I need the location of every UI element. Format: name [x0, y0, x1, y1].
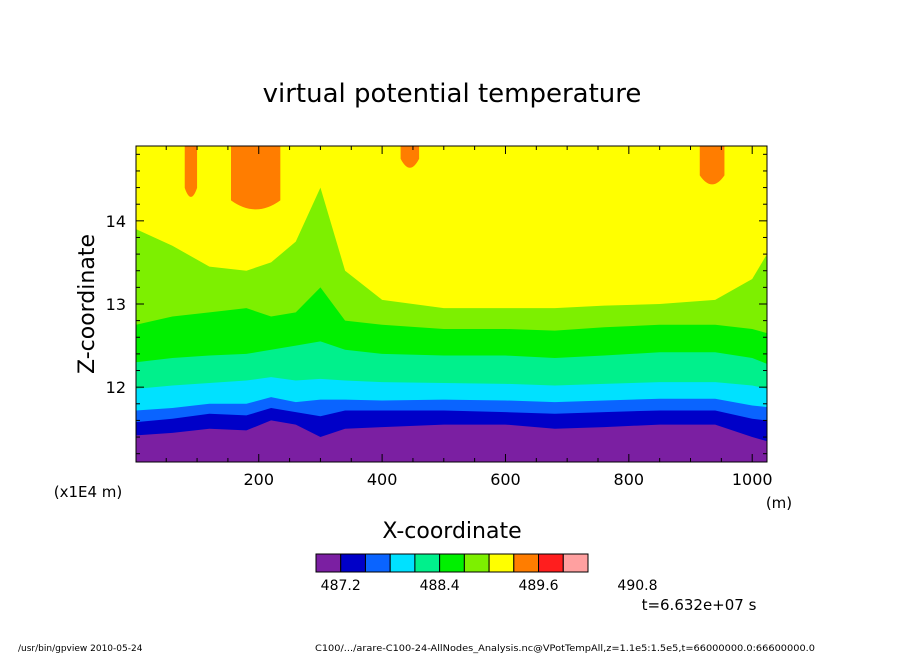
- x-tick-label-1: 400: [367, 470, 398, 489]
- colorbar-swatch-0: [315, 553, 342, 573]
- footer-left: /usr/bin/gpview 2010-05-24: [18, 644, 143, 654]
- y-tick-label-2: 14: [106, 212, 126, 231]
- x-tick-label-3: 800: [614, 470, 645, 489]
- x-unit-label: (m): [766, 494, 792, 512]
- colorbar-swatch-6: [463, 553, 490, 573]
- y-axis-label: Z-coordinate: [75, 234, 100, 374]
- colorbar-label-1: 488.4: [420, 578, 460, 594]
- colorbar-swatch-3: [389, 553, 416, 573]
- colorbar-swatch-7: [488, 553, 515, 573]
- colorbar-label-0: 487.2: [321, 578, 361, 594]
- warm-patch-1: [230, 146, 281, 210]
- colorbar-swatch-8: [513, 553, 540, 573]
- band-fill-7: [136, 146, 767, 309]
- x-axis-label: X-coordinate: [382, 519, 521, 544]
- colorbar-swatch-1: [340, 553, 366, 573]
- warm-patch-0: [184, 146, 198, 197]
- chart-title: virtual potential temperature: [263, 79, 642, 109]
- y-tick-label-0: 12: [106, 378, 126, 397]
- plot-area: [136, 146, 767, 462]
- x-axis: 200 400 600 800 1000: [165, 146, 773, 489]
- colorbar-swatch-4: [414, 553, 441, 573]
- colorbar-swatch-10: [562, 553, 589, 573]
- y-tick-label-1: 13: [106, 295, 126, 314]
- y-unit-label: (x1E4 m): [54, 483, 123, 501]
- warm-patch-2: [400, 146, 420, 168]
- time-annotation: t=6.632e+07 s: [642, 596, 757, 614]
- colorbar-label-3: 490.8: [617, 578, 657, 594]
- x-tick-label-0: 200: [243, 470, 274, 489]
- colorbar-swatch-9: [538, 553, 564, 573]
- colorbar-swatch-2: [364, 553, 391, 573]
- colorbar-label-2: 489.6: [518, 578, 558, 594]
- y-axis: 12 13 14: [106, 153, 767, 455]
- x-tick-label-4: 1000: [732, 470, 773, 489]
- warm-patch-3: [699, 146, 725, 185]
- colorbar-swatch-5: [439, 553, 465, 573]
- footer-right: C100/.../arare-C100-24-AllNodes_Analysis…: [315, 644, 815, 654]
- x-tick-label-2: 600: [490, 470, 521, 489]
- colorbar: 487.2 488.4 489.6 490.8: [315, 553, 658, 594]
